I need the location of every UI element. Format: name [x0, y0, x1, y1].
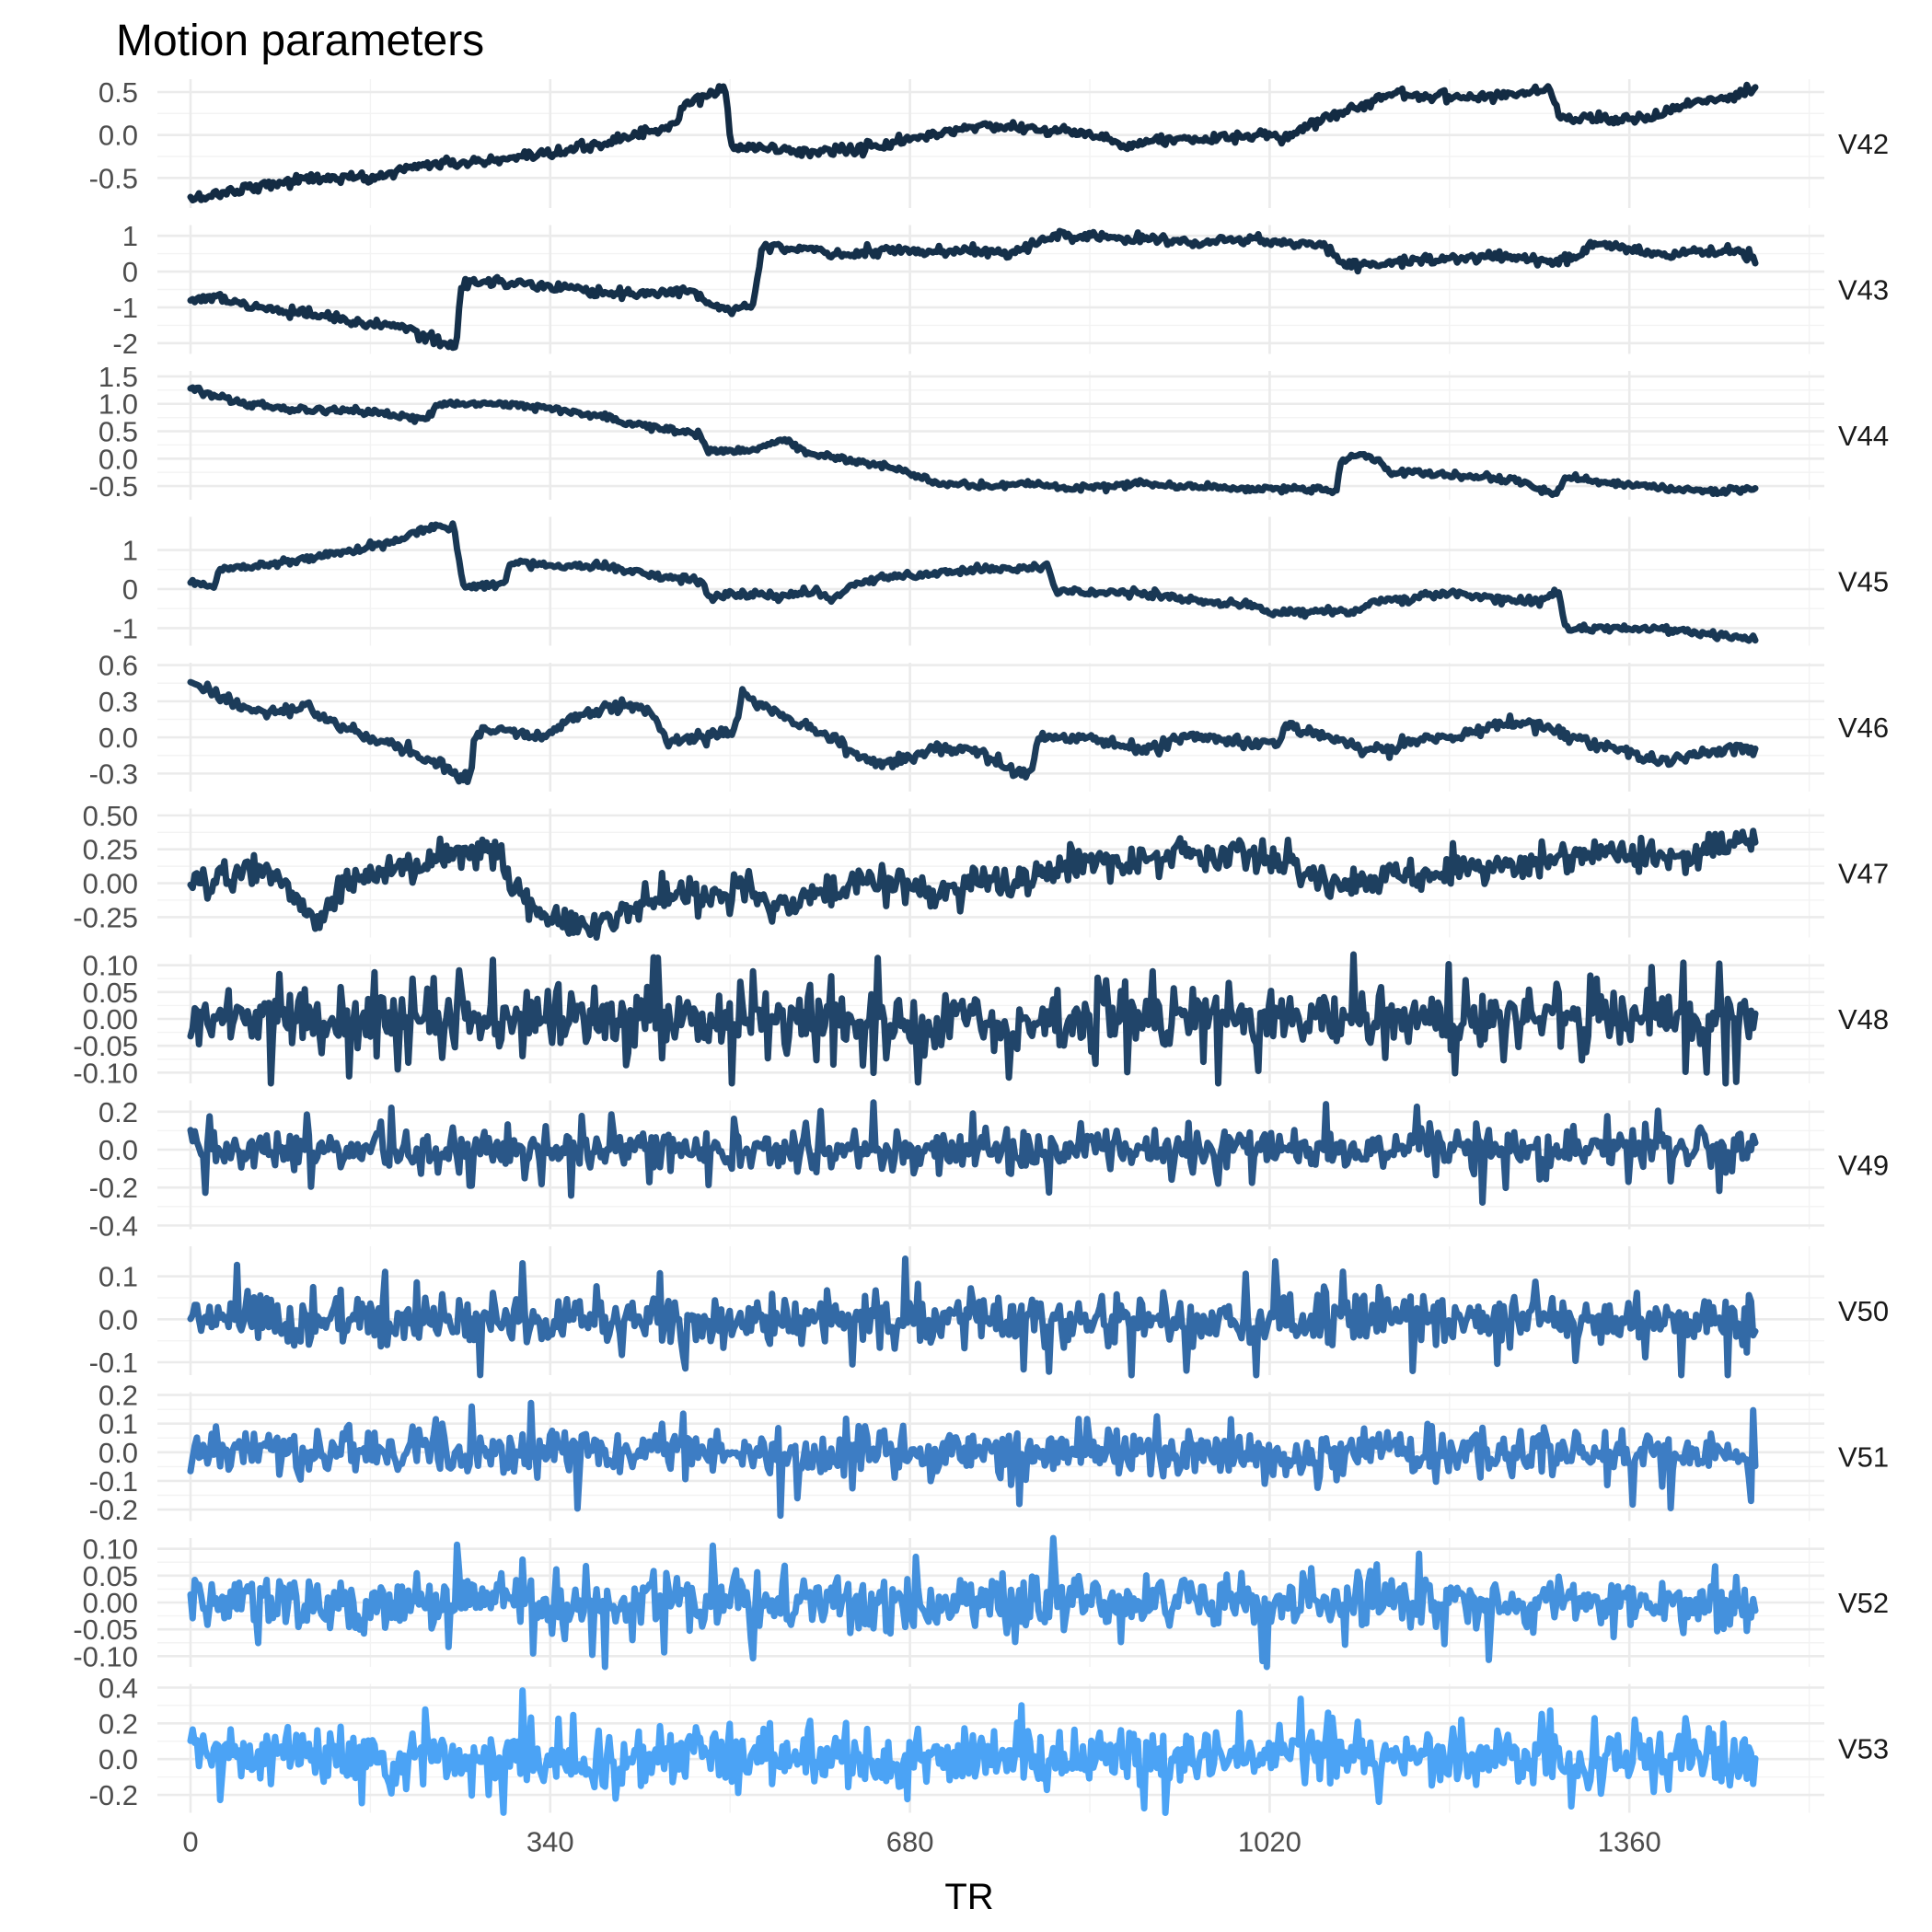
x-axis-ticks: 0 340 680 1020 1360 [182, 1826, 1660, 1858]
y-tick-label: 0.2 [98, 1096, 138, 1128]
y-tick-label: 0.0 [98, 1437, 138, 1469]
y-tick-label: 0.3 [98, 686, 138, 718]
series-line-v52 [187, 1534, 1759, 1671]
y-tick-label: -0.25 [73, 901, 138, 933]
y-tick-label: 0.50 [83, 800, 138, 832]
x-axis-label: TR [944, 1877, 993, 1917]
y-tick-label: 0.00 [83, 1587, 138, 1619]
y-tick-label: -1 [112, 612, 138, 644]
y-tick-label: -0.2 [89, 1172, 138, 1204]
panel-v50: -0.1 0.0 0.1 V50 [89, 1246, 1889, 1379]
facet-strip-label: V53 [1838, 1733, 1889, 1765]
y-tick-label: -0.1 [89, 1347, 138, 1379]
y-tick-label: 0.0 [98, 1743, 138, 1776]
series-line-v47 [187, 827, 1759, 941]
y-tick-label: -0.2 [89, 1779, 138, 1811]
y-tick-label: 0.4 [98, 1672, 138, 1704]
x-tick-label: 0 [182, 1826, 198, 1858]
y-tick-label: -0.10 [73, 1057, 138, 1089]
y-tick-label: 0.0 [98, 1134, 138, 1166]
facet-strip-label: V48 [1838, 1003, 1889, 1035]
y-tick-label: -0.5 [89, 162, 138, 194]
y-tick-label: 0.25 [83, 834, 138, 866]
series-line-v46 [187, 678, 1759, 785]
x-tick-label: 1360 [1598, 1826, 1661, 1858]
y-tick-label: 0.0 [98, 443, 138, 475]
panel-v51: -0.2-0.10.00.10.2 V51 [89, 1380, 1890, 1526]
series-line-v51 [187, 1399, 1759, 1520]
y-tick-label: -0.1 [89, 1465, 138, 1498]
series-line-v42 [187, 81, 1759, 203]
facet-strip-label: V51 [1838, 1441, 1889, 1474]
y-tick-label: 0 [122, 573, 138, 606]
series-line-v44 [187, 384, 1759, 499]
y-tick-label: 0.1 [98, 1408, 138, 1440]
y-tick-label: 0.10 [83, 1533, 138, 1566]
panel-v44: -0.50.00.51.01.5 V44 [89, 361, 1890, 503]
y-tick-label: -0.05 [73, 1030, 138, 1062]
y-tick-label: 1.5 [98, 361, 138, 393]
y-tick-label: 1 [122, 220, 138, 252]
y-tick-label: 0.6 [98, 650, 138, 682]
y-tick-label: -0.5 [89, 470, 138, 503]
facet-strip-label: V47 [1838, 858, 1889, 890]
y-tick-label: 0.2 [98, 1380, 138, 1412]
panel-v48: -0.10-0.050.000.050.10 V48 [73, 950, 1889, 1090]
facet-strip-label: V43 [1838, 274, 1889, 307]
y-tick-label: 0.05 [83, 977, 138, 1009]
series-line-v43 [187, 227, 1759, 352]
y-tick-label: 1.0 [98, 388, 138, 421]
facet-strip-label: V52 [1838, 1587, 1889, 1619]
y-tick-label: 0.0 [98, 120, 138, 152]
facet-strip-label: V50 [1838, 1295, 1889, 1327]
y-tick-label: 0.5 [98, 416, 138, 448]
series-line-v50 [187, 1255, 1759, 1379]
y-tick-label: -0.10 [73, 1640, 138, 1672]
panel-v43: -2 -1 0 1 V43 [112, 220, 1889, 360]
series-line-v45 [187, 520, 1759, 644]
series-line-v48 [187, 951, 1759, 1087]
series-line-v53 [187, 1687, 1759, 1816]
y-tick-label: 0.05 [83, 1560, 138, 1592]
panel-v49: -0.4 -0.2 0.0 0.2 V49 [89, 1096, 1890, 1243]
y-tick-label: 0.5 [98, 76, 138, 109]
facet-strip-label: V49 [1838, 1150, 1889, 1182]
y-tick-label: -0.3 [89, 758, 138, 790]
y-tick-label: 0.0 [98, 1303, 138, 1336]
y-tick-label: -1 [112, 292, 138, 324]
x-tick-label: 340 [526, 1826, 574, 1858]
y-tick-label: 0.00 [83, 1003, 138, 1035]
panel-v45: -1 0 1 V45 [112, 516, 1889, 646]
series-line-v49 [187, 1099, 1759, 1206]
y-tick-label: -0.4 [89, 1209, 138, 1242]
y-tick-label: -2 [112, 328, 138, 360]
panel-v53: -0.20.00.20.4 V53 [89, 1672, 1889, 1816]
y-tick-label: -0.2 [89, 1494, 138, 1526]
y-tick-label: 1 [122, 535, 138, 567]
panel-v47: -0.250.000.250.50 V47 [73, 800, 1889, 941]
facet-panels: -0.50.00.5V42-2-101V43-0.50.00.51.01.5V4… [73, 76, 1890, 1816]
facet-strip-label: V45 [1838, 566, 1889, 598]
x-tick-label: 1020 [1238, 1826, 1301, 1858]
y-tick-label: 0.10 [83, 950, 138, 982]
panel-v42: -0.5 0.0 0.5 V42 [89, 76, 1889, 208]
y-tick-label: 0.00 [83, 868, 138, 900]
facet-strip-label: V44 [1838, 420, 1889, 452]
panel-v52: -0.10-0.050.000.050.10 V52 [73, 1533, 1889, 1673]
y-tick-label: 0.0 [98, 722, 138, 754]
y-tick-label: 0 [122, 256, 138, 288]
panel-v46: -0.3 0.0 0.3 0.6 V46 [89, 650, 1889, 792]
y-tick-label: -0.05 [73, 1614, 138, 1646]
chart-title: Motion parameters [116, 17, 484, 65]
x-tick-label: 680 [886, 1826, 934, 1858]
y-tick-label: 0.1 [98, 1261, 138, 1293]
facet-strip-label: V42 [1838, 128, 1889, 160]
facet-strip-label: V46 [1838, 711, 1889, 744]
y-tick-label: 0.2 [98, 1707, 138, 1740]
